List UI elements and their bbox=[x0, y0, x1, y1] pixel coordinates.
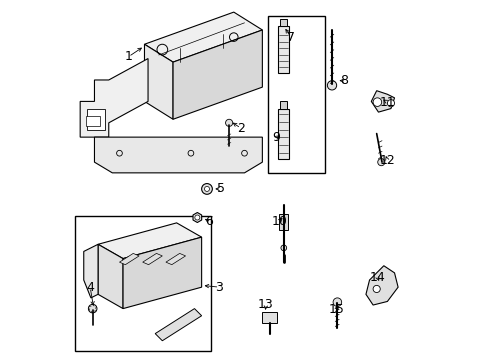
Polygon shape bbox=[144, 12, 262, 62]
Bar bbox=[267, 16, 324, 173]
Text: 1: 1 bbox=[124, 50, 132, 63]
Circle shape bbox=[386, 100, 394, 107]
Text: 3: 3 bbox=[215, 281, 223, 294]
Polygon shape bbox=[123, 237, 201, 309]
Polygon shape bbox=[87, 109, 105, 130]
Circle shape bbox=[281, 245, 286, 251]
Polygon shape bbox=[370, 91, 394, 112]
Circle shape bbox=[377, 158, 384, 166]
Bar bbox=[262, 312, 276, 323]
Polygon shape bbox=[278, 109, 288, 158]
Polygon shape bbox=[144, 44, 173, 119]
Circle shape bbox=[194, 215, 200, 220]
Text: 2: 2 bbox=[237, 122, 244, 135]
Polygon shape bbox=[98, 223, 201, 258]
Text: 10: 10 bbox=[271, 215, 287, 228]
Polygon shape bbox=[119, 253, 139, 265]
Bar bbox=[75, 216, 210, 351]
Polygon shape bbox=[280, 102, 287, 109]
Polygon shape bbox=[155, 309, 201, 341]
Text: 9: 9 bbox=[271, 131, 279, 144]
Text: 4: 4 bbox=[86, 281, 94, 294]
Text: 11: 11 bbox=[379, 96, 394, 109]
Circle shape bbox=[372, 98, 381, 107]
Polygon shape bbox=[278, 26, 288, 73]
Text: 8: 8 bbox=[339, 74, 347, 87]
Text: 7: 7 bbox=[286, 31, 294, 44]
Polygon shape bbox=[142, 253, 162, 265]
Text: 12: 12 bbox=[379, 154, 394, 167]
Polygon shape bbox=[80, 59, 148, 137]
Circle shape bbox=[225, 119, 232, 126]
Polygon shape bbox=[165, 253, 185, 265]
Text: 5: 5 bbox=[217, 183, 225, 195]
Polygon shape bbox=[193, 212, 201, 222]
Bar bbox=[279, 214, 288, 230]
Text: 13: 13 bbox=[258, 298, 273, 311]
Polygon shape bbox=[94, 137, 262, 173]
Text: 6: 6 bbox=[204, 215, 212, 228]
Bar bbox=[85, 116, 100, 126]
Polygon shape bbox=[365, 266, 397, 305]
Circle shape bbox=[88, 304, 97, 313]
Text: 14: 14 bbox=[369, 271, 385, 284]
Polygon shape bbox=[280, 19, 287, 26]
Circle shape bbox=[201, 184, 212, 194]
Polygon shape bbox=[173, 30, 262, 119]
Circle shape bbox=[332, 298, 341, 306]
Polygon shape bbox=[98, 244, 123, 309]
Text: 15: 15 bbox=[328, 303, 344, 316]
Polygon shape bbox=[83, 244, 98, 298]
Circle shape bbox=[326, 81, 336, 90]
Circle shape bbox=[372, 285, 380, 293]
Circle shape bbox=[204, 186, 209, 192]
